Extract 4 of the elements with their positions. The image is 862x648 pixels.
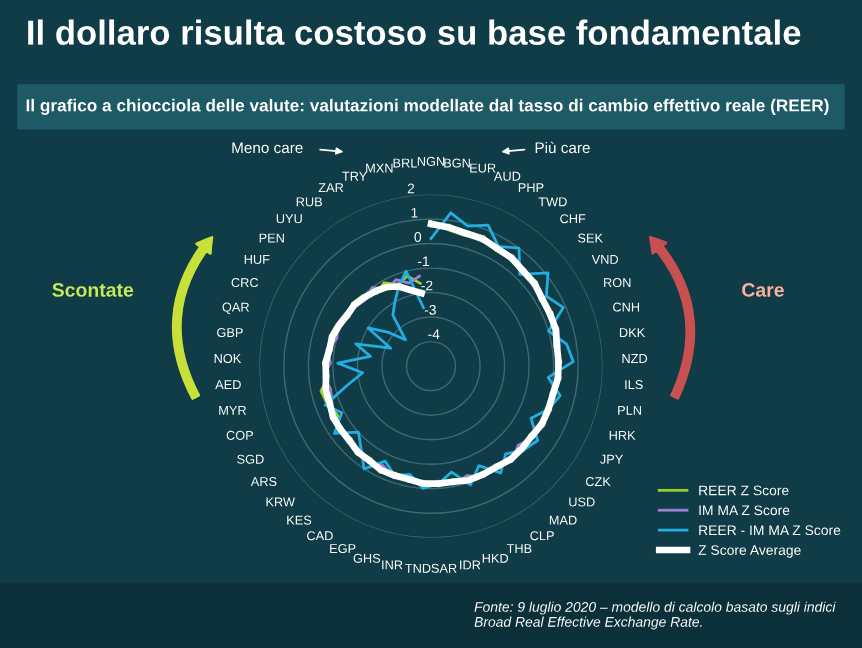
- text: Care: [742, 283, 784, 297]
- chart-title: Il dollaro risulta costoso su base fondamentale: [28, 19, 801, 45]
- text: Scontate: [52, 283, 134, 297]
- chart-subtitle: Il grafico a chiocciola delle valute: valutazioni modellate dal tasso di cambio effettivo reale (REER): [26, 98, 829, 115]
